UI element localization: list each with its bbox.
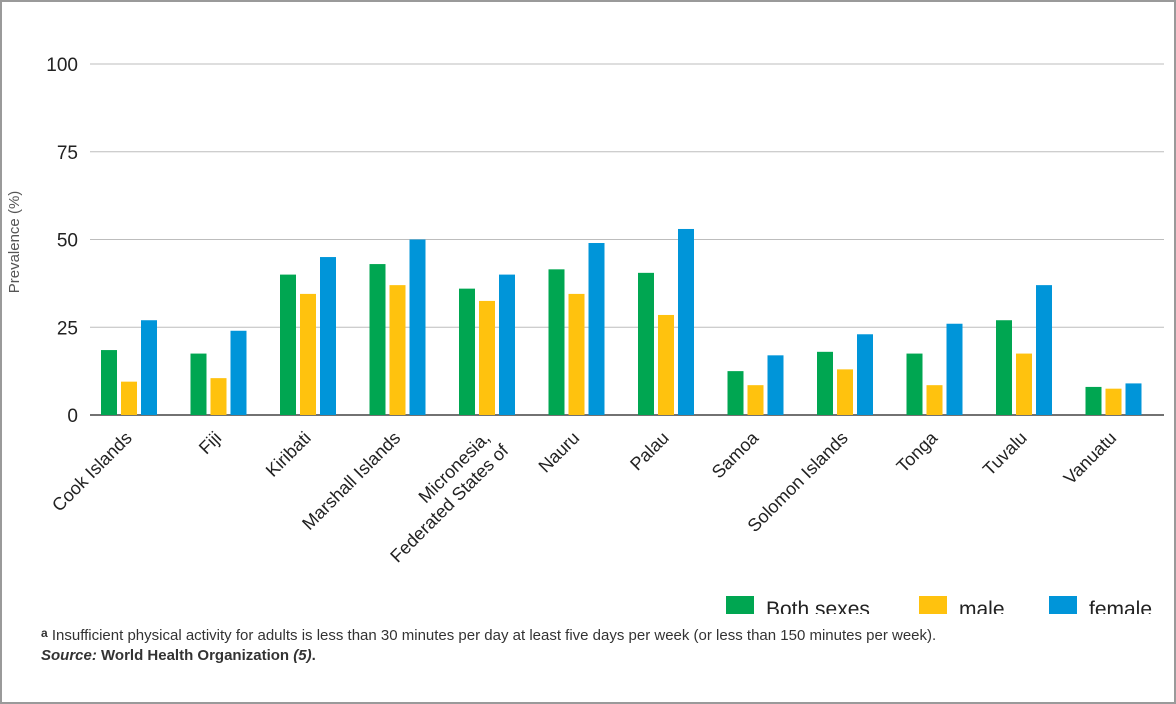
bar-both-sexes-2 xyxy=(280,274,296,415)
bar-both-sexes-11 xyxy=(1085,386,1102,415)
y-tick-label: 50 xyxy=(57,231,78,252)
y-tick-label: 25 xyxy=(57,318,78,339)
bar-female-6 xyxy=(678,228,694,415)
y-axis-title: Prevalence (%) xyxy=(6,191,23,294)
bar-female-7 xyxy=(767,355,784,415)
bar-male-2 xyxy=(300,293,316,415)
legend-label-both-sexes: Both sexes xyxy=(766,598,870,614)
bar-female-0 xyxy=(141,320,157,415)
footnote-marker: a xyxy=(41,626,48,640)
source-label: Source: xyxy=(41,647,97,664)
bar-female-9 xyxy=(946,323,963,415)
legend: Both sexes male female xyxy=(726,596,1152,614)
bar-both-sexes-10 xyxy=(996,320,1012,415)
source-line: Source: World Health Organization (5). xyxy=(41,646,1171,666)
bar-female-4 xyxy=(499,274,515,415)
bar-male-6 xyxy=(658,314,674,415)
bar-female-8 xyxy=(857,334,873,415)
bar-male-7 xyxy=(747,385,764,415)
category-label: Marshall Islands xyxy=(298,428,404,534)
bar-male-11 xyxy=(1105,388,1122,415)
bar-female-5 xyxy=(588,243,605,415)
footnote-note: a Insufficient physical activity for adu… xyxy=(41,623,1171,646)
bar-male-5 xyxy=(568,293,585,415)
category-label: Samoa xyxy=(708,427,763,482)
bar-female-10 xyxy=(1036,285,1052,415)
category-label: Kiribati xyxy=(262,428,315,481)
bar-both-sexes-5 xyxy=(548,269,565,415)
bar-male-3 xyxy=(389,285,406,415)
bar-both-sexes-6 xyxy=(638,272,654,415)
bar-female-1 xyxy=(230,330,247,415)
y-tick-label: 75 xyxy=(57,143,78,164)
bar-female-3 xyxy=(409,239,426,415)
bar-both-sexes-3 xyxy=(369,264,386,415)
bars xyxy=(101,228,1142,415)
source-end: . xyxy=(311,647,316,664)
category-label: Tonga xyxy=(893,427,943,477)
y-tick-labels: 0 25 50 75 100 xyxy=(46,55,78,427)
bar-male-0 xyxy=(121,381,137,415)
bar-both-sexes-8 xyxy=(817,351,833,415)
bar-male-10 xyxy=(1016,353,1032,415)
footnote-text: Insufficient physical activity for adult… xyxy=(47,627,937,644)
category-label: Tuvalu xyxy=(979,428,1031,480)
bar-both-sexes-0 xyxy=(101,350,117,415)
chart-svg: 0 25 50 75 100 Cook Islands Fiji KiribatiMarsh… xyxy=(6,55,1164,614)
bar-both-sexes-4 xyxy=(459,288,475,415)
bar-both-sexes-9 xyxy=(906,353,923,415)
bar-female-2 xyxy=(320,257,336,415)
footnote: a Insufficient physical activity for adu… xyxy=(41,623,1171,666)
legend-swatch-male xyxy=(919,596,947,614)
legend-swatch-female xyxy=(1049,596,1077,614)
legend-swatch-both-sexes xyxy=(726,596,754,614)
source-ref: (5) xyxy=(293,647,312,664)
gridlines xyxy=(90,63,1164,416)
legend-label-male: male xyxy=(959,598,1005,614)
bar-both-sexes-1 xyxy=(190,353,207,415)
category-label: Nauru xyxy=(535,428,584,477)
bar-male-9 xyxy=(926,385,943,415)
y-tick-label: 100 xyxy=(46,55,78,76)
category-label: Palau xyxy=(626,428,673,475)
bar-both-sexes-7 xyxy=(727,371,744,415)
bar-male-1 xyxy=(210,378,227,415)
category-label: Cook Islands xyxy=(48,428,136,516)
legend-label-female: female xyxy=(1089,598,1152,614)
bar-male-4 xyxy=(479,300,495,415)
y-tick-label: 0 xyxy=(67,406,78,427)
bar-female-11 xyxy=(1125,383,1142,415)
category-label: Fiji xyxy=(195,428,225,458)
bar-male-8 xyxy=(837,369,853,415)
category-label: Vanuatu xyxy=(1060,428,1121,489)
source-text: World Health Organization xyxy=(96,647,294,664)
